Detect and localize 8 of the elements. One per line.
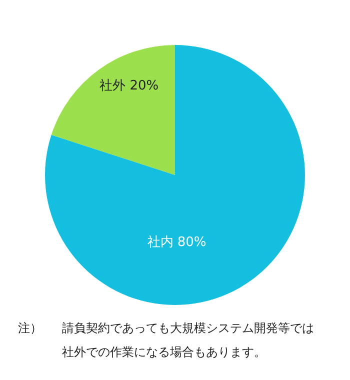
data-label: 80% [177, 234, 206, 250]
slice-label: 社内 [147, 234, 174, 250]
text: 注） [18, 321, 42, 335]
data-label: 20% [130, 78, 159, 94]
text: 請負契約であっても大規模システム開発等では社外での作業になる場合もあります。 [62, 321, 314, 359]
slice-label: 社外 [100, 78, 126, 94]
pie-slice [45, 45, 305, 305]
pie-slice [51, 45, 175, 175]
